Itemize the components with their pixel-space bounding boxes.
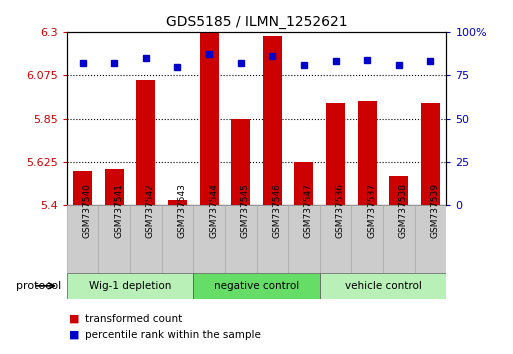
Bar bbox=[168, 200, 187, 205]
Bar bbox=[294, 162, 313, 205]
Title: GDS5185 / ILMN_1252621: GDS5185 / ILMN_1252621 bbox=[166, 16, 347, 29]
Bar bbox=[67, 273, 193, 299]
Text: protocol: protocol bbox=[16, 281, 62, 291]
Text: ■: ■ bbox=[69, 314, 80, 324]
Text: percentile rank within the sample: percentile rank within the sample bbox=[85, 330, 261, 339]
Text: GSM737536: GSM737536 bbox=[336, 183, 345, 238]
Bar bbox=[231, 119, 250, 205]
Bar bbox=[200, 32, 219, 205]
Bar bbox=[326, 103, 345, 205]
Text: GSM737547: GSM737547 bbox=[304, 183, 313, 238]
Text: GSM737538: GSM737538 bbox=[399, 183, 408, 238]
Text: transformed count: transformed count bbox=[85, 314, 182, 324]
Bar bbox=[136, 80, 155, 205]
Bar bbox=[421, 103, 440, 205]
Text: GSM737537: GSM737537 bbox=[367, 183, 376, 238]
Bar bbox=[162, 205, 193, 273]
Bar bbox=[389, 176, 408, 205]
Text: GSM737543: GSM737543 bbox=[177, 183, 186, 238]
Text: GSM737545: GSM737545 bbox=[241, 183, 250, 238]
Bar bbox=[193, 273, 320, 299]
Bar bbox=[73, 171, 92, 205]
Bar bbox=[320, 273, 446, 299]
Text: Wig-1 depletion: Wig-1 depletion bbox=[89, 281, 171, 291]
Bar bbox=[351, 205, 383, 273]
Bar bbox=[225, 205, 256, 273]
Bar bbox=[105, 169, 124, 205]
Bar bbox=[98, 205, 130, 273]
Bar bbox=[415, 205, 446, 273]
Bar bbox=[358, 101, 377, 205]
Text: GSM737539: GSM737539 bbox=[430, 183, 440, 238]
Text: GSM737540: GSM737540 bbox=[83, 183, 91, 238]
Text: GSM737544: GSM737544 bbox=[209, 183, 218, 238]
Bar bbox=[263, 36, 282, 205]
Bar bbox=[383, 205, 415, 273]
Bar bbox=[130, 205, 162, 273]
Text: GSM737542: GSM737542 bbox=[146, 183, 155, 238]
Text: GSM737546: GSM737546 bbox=[272, 183, 281, 238]
Bar bbox=[67, 205, 98, 273]
Bar bbox=[256, 205, 288, 273]
Text: ■: ■ bbox=[69, 330, 80, 339]
Bar bbox=[288, 205, 320, 273]
Bar bbox=[193, 205, 225, 273]
Text: negative control: negative control bbox=[214, 281, 299, 291]
Text: GSM737541: GSM737541 bbox=[114, 183, 123, 238]
Bar bbox=[320, 205, 351, 273]
Text: vehicle control: vehicle control bbox=[345, 281, 422, 291]
